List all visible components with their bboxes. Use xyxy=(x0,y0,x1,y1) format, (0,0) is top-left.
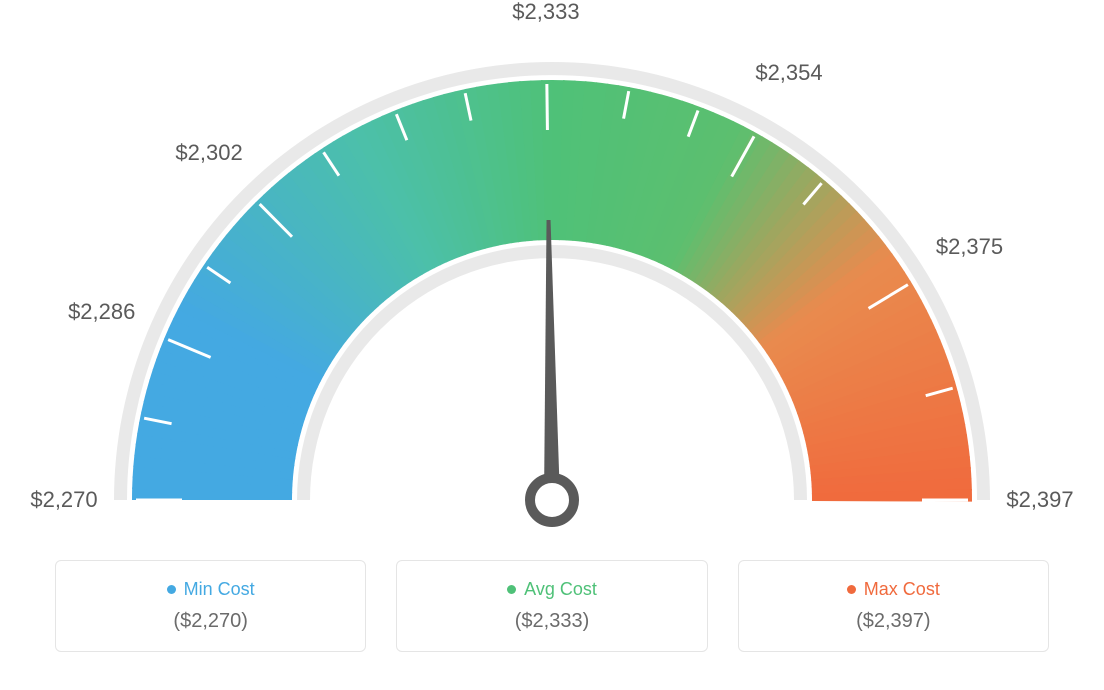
card-title-row: Max Cost xyxy=(847,579,940,600)
legend-dot-icon xyxy=(847,585,856,594)
card-value: ($2,397) xyxy=(856,610,931,633)
card-value: ($2,333) xyxy=(515,610,590,633)
gauge-svg xyxy=(0,0,1104,560)
card-title: Avg Cost xyxy=(524,579,597,600)
gauge-tick-label: $2,302 xyxy=(175,140,242,166)
legend-dot-icon xyxy=(507,585,516,594)
gauge-chart: $2,270 $2,286 $2,302 $2,333 $2,354 $2,375 $2,3… xyxy=(0,0,1104,560)
card-title: Min Cost xyxy=(184,579,255,600)
summary-cards: Min Cost ($2,270) Avg Cost ($2,333) Max Cost… xyxy=(0,560,1104,652)
cost-card-avg: Avg Cost ($2,333) xyxy=(396,560,707,652)
cost-card-max: Max Cost ($2,397) xyxy=(738,560,1049,652)
gauge-tick-label: $2,333 xyxy=(512,0,579,25)
cost-card-min: Min Cost ($2,270) xyxy=(55,560,366,652)
card-title-row: Min Cost xyxy=(167,579,255,600)
card-title-row: Avg Cost xyxy=(507,579,597,600)
gauge-tick-label: $2,354 xyxy=(755,60,822,86)
gauge-tick-label: $2,286 xyxy=(68,299,135,325)
legend-dot-icon xyxy=(167,585,176,594)
gauge-tick-label: $2,270 xyxy=(30,487,97,513)
chart-container: $2,270 $2,286 $2,302 $2,333 $2,354 $2,375 $2,3… xyxy=(0,0,1104,690)
card-title: Max Cost xyxy=(864,579,940,600)
gauge-tick-label: $2,397 xyxy=(1006,487,1073,513)
card-value: ($2,270) xyxy=(173,610,248,633)
gauge-tick-label: $2,375 xyxy=(936,234,1003,260)
